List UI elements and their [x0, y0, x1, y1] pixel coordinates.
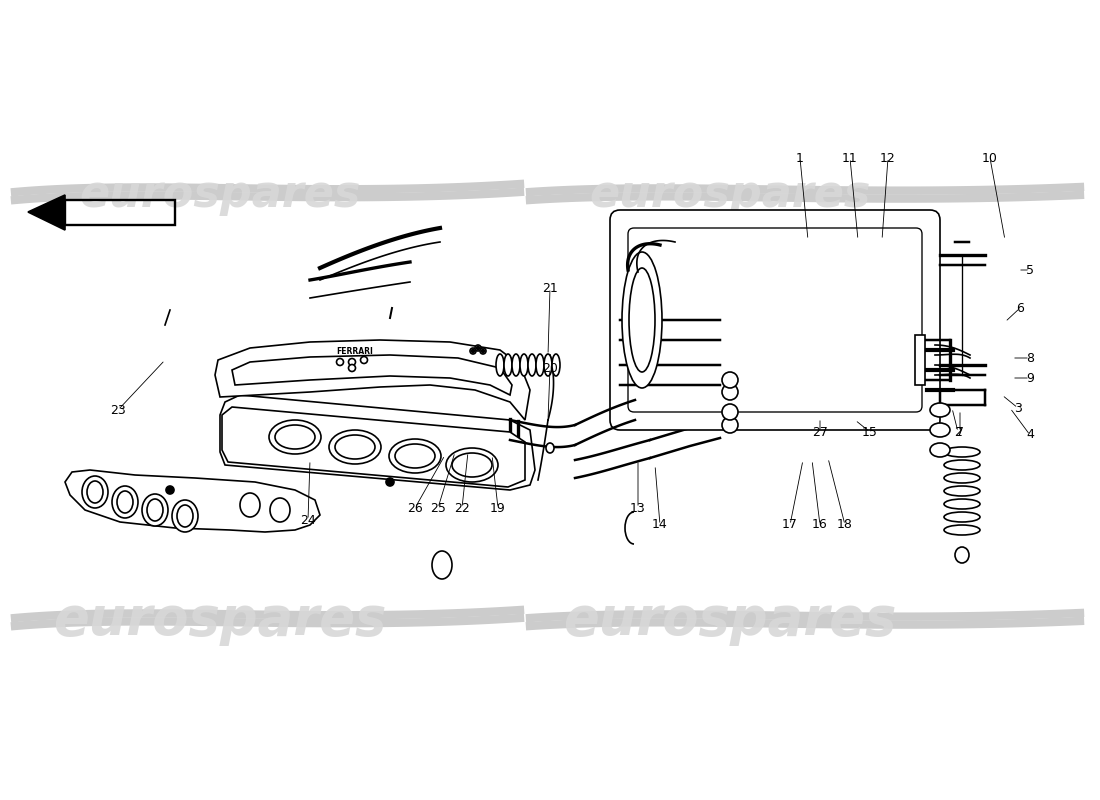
Ellipse shape — [520, 354, 528, 376]
Text: eurospares: eurospares — [53, 594, 387, 646]
Ellipse shape — [944, 499, 980, 509]
Ellipse shape — [722, 417, 738, 433]
Ellipse shape — [552, 354, 560, 376]
Polygon shape — [214, 340, 530, 420]
Ellipse shape — [504, 354, 512, 376]
Ellipse shape — [275, 425, 315, 449]
Ellipse shape — [930, 423, 950, 437]
Text: 12: 12 — [880, 151, 895, 165]
Ellipse shape — [329, 430, 381, 464]
Text: 2: 2 — [954, 426, 961, 438]
Text: 4: 4 — [1026, 429, 1034, 442]
Text: 25: 25 — [430, 502, 446, 514]
Ellipse shape — [240, 493, 260, 517]
Polygon shape — [222, 407, 525, 487]
Ellipse shape — [944, 473, 980, 483]
Text: 26: 26 — [407, 502, 422, 514]
Ellipse shape — [386, 478, 394, 486]
Text: 8: 8 — [1026, 351, 1034, 365]
Bar — [915, 335, 925, 385]
Ellipse shape — [349, 358, 355, 366]
Ellipse shape — [470, 348, 476, 354]
Ellipse shape — [621, 252, 662, 388]
Ellipse shape — [944, 525, 980, 535]
Text: 23: 23 — [110, 403, 125, 417]
Text: 22: 22 — [454, 502, 470, 514]
Text: 15: 15 — [862, 426, 878, 438]
Text: FERRARI: FERRARI — [337, 347, 373, 357]
Ellipse shape — [166, 486, 174, 494]
Ellipse shape — [446, 448, 498, 482]
Text: eurospares: eurospares — [563, 594, 896, 646]
Text: 5: 5 — [1026, 263, 1034, 277]
Ellipse shape — [112, 486, 138, 518]
FancyBboxPatch shape — [610, 210, 940, 430]
Polygon shape — [220, 395, 535, 490]
Ellipse shape — [546, 443, 554, 453]
Text: 13: 13 — [630, 502, 646, 514]
Text: 21: 21 — [542, 282, 558, 294]
Ellipse shape — [629, 268, 654, 372]
Ellipse shape — [722, 404, 738, 420]
Ellipse shape — [87, 481, 103, 503]
Text: 19: 19 — [491, 502, 506, 514]
Polygon shape — [65, 470, 320, 532]
Ellipse shape — [337, 358, 343, 366]
Ellipse shape — [482, 350, 484, 353]
Text: 17: 17 — [782, 518, 797, 531]
Ellipse shape — [336, 435, 375, 459]
Ellipse shape — [944, 486, 980, 496]
Text: 1: 1 — [796, 151, 804, 165]
Ellipse shape — [944, 460, 980, 470]
Ellipse shape — [117, 491, 133, 513]
Ellipse shape — [930, 443, 950, 457]
Text: 6: 6 — [1016, 302, 1024, 314]
Ellipse shape — [452, 453, 492, 477]
Ellipse shape — [544, 354, 552, 376]
Ellipse shape — [172, 500, 198, 532]
Text: 10: 10 — [982, 151, 998, 165]
Text: eurospares: eurospares — [590, 174, 871, 217]
Text: 9: 9 — [1026, 371, 1034, 385]
Text: 7: 7 — [956, 426, 964, 438]
Ellipse shape — [361, 357, 367, 363]
Ellipse shape — [944, 447, 980, 457]
Ellipse shape — [930, 403, 950, 417]
Ellipse shape — [177, 505, 192, 527]
Ellipse shape — [955, 547, 969, 563]
Text: 27: 27 — [812, 426, 828, 438]
Ellipse shape — [270, 498, 290, 522]
Ellipse shape — [722, 372, 738, 388]
Text: 24: 24 — [300, 514, 316, 526]
Ellipse shape — [472, 350, 474, 353]
Ellipse shape — [475, 345, 481, 351]
Ellipse shape — [147, 499, 163, 521]
Text: 18: 18 — [837, 518, 852, 531]
Ellipse shape — [349, 365, 355, 371]
Polygon shape — [28, 195, 65, 230]
Ellipse shape — [722, 384, 738, 400]
Text: 20: 20 — [542, 362, 558, 374]
Ellipse shape — [512, 354, 520, 376]
Ellipse shape — [944, 512, 980, 522]
Ellipse shape — [82, 476, 108, 508]
Polygon shape — [232, 355, 512, 395]
Ellipse shape — [270, 420, 321, 454]
Ellipse shape — [432, 551, 452, 579]
Ellipse shape — [395, 444, 434, 468]
Ellipse shape — [536, 354, 544, 376]
Text: 11: 11 — [843, 151, 858, 165]
Ellipse shape — [476, 346, 480, 350]
Ellipse shape — [389, 439, 441, 473]
Text: eurospares: eurospares — [79, 174, 361, 217]
Text: 3: 3 — [1014, 402, 1022, 414]
Text: 16: 16 — [812, 518, 828, 531]
Ellipse shape — [142, 494, 168, 526]
Text: 14: 14 — [652, 518, 668, 531]
Ellipse shape — [480, 348, 486, 354]
Ellipse shape — [496, 354, 504, 376]
Ellipse shape — [528, 354, 536, 376]
